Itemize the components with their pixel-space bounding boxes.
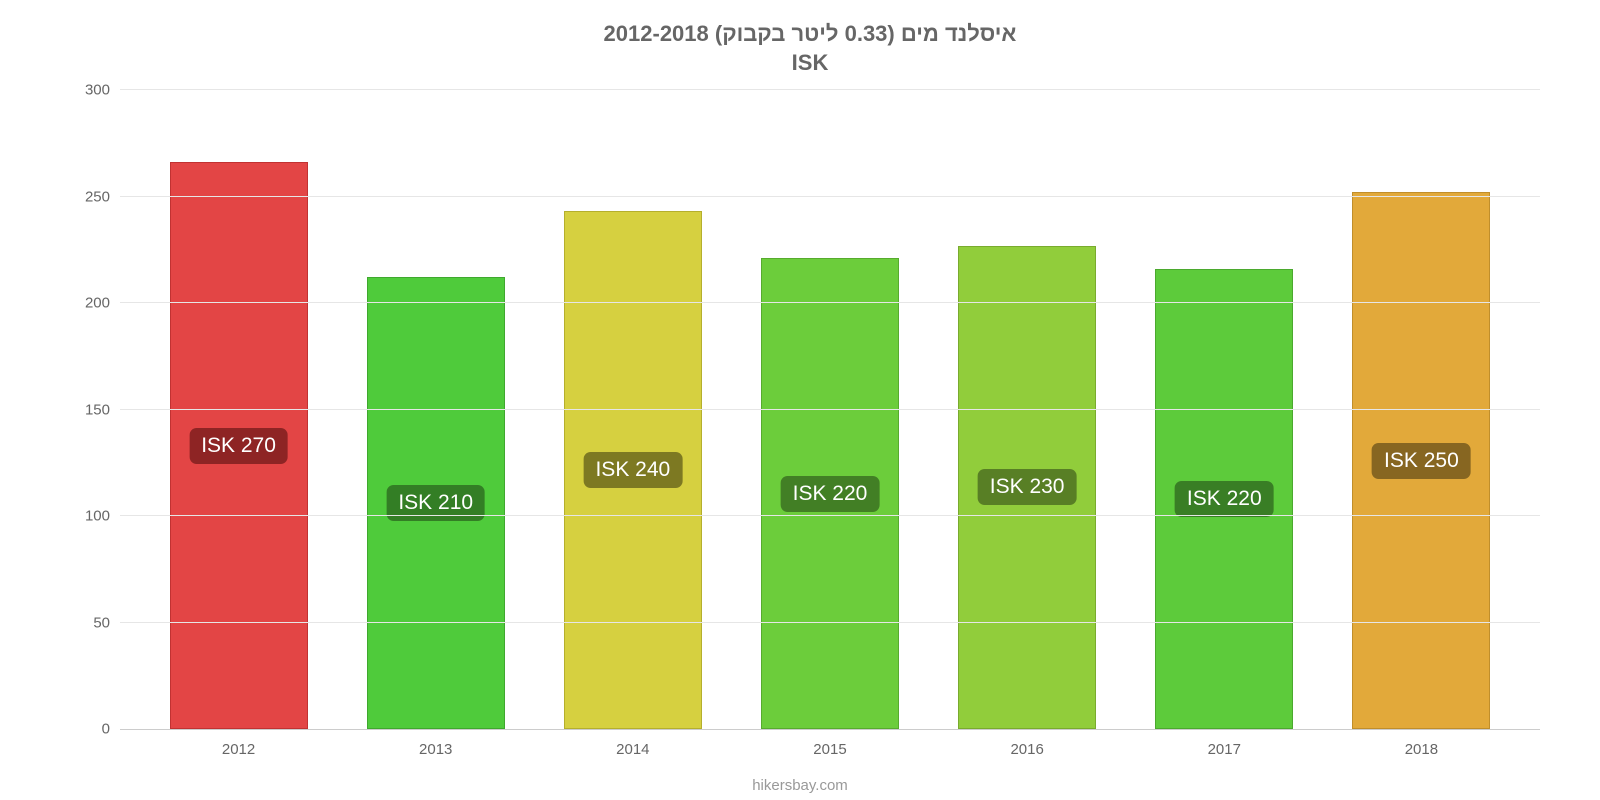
bar: ISK 250 [1352,192,1490,729]
bars-group: ISK 270 ISK 210 ISK 240 ISK 220 ISK 230 ISK 2… [120,90,1540,729]
bar: ISK 220 [1155,269,1293,729]
bar-slot: ISK 220 [1126,90,1323,729]
y-axis-label: 250 [65,188,110,205]
bar: ISK 270 [170,162,308,729]
value-badge: ISK 220 [781,476,880,512]
value-badge: ISK 220 [1175,481,1274,517]
x-axis-label: 2016 [929,741,1126,758]
x-axis-label: 2018 [1323,741,1520,758]
x-axis-label: 2017 [1126,741,1323,758]
y-axis-label: 300 [65,82,110,99]
grid-line [120,89,1540,90]
x-axis-label: 2015 [731,741,928,758]
bar: ISK 210 [367,277,505,729]
grid-line [120,409,1540,410]
grid-line [120,515,1540,516]
x-axis-labels: 2012201320142015201620172018 [120,729,1540,758]
bar-slot: ISK 230 [929,90,1126,729]
grid-line [120,196,1540,197]
chart-container: איסלנד מים (0.33 ליטר בקבוק) 2012-2018 I… [60,20,1560,765]
chart-title: איסלנד מים (0.33 ליטר בקבוק) 2012-2018 I… [60,20,1560,77]
grid-line [120,302,1540,303]
bar-slot: ISK 210 [337,90,534,729]
y-axis-label: 100 [65,508,110,525]
chart-title-line2: ISK [60,49,1560,78]
attribution-text: hikersbay.com [0,777,1600,794]
value-badge: ISK 230 [978,469,1077,505]
bar-slot: ISK 240 [534,90,731,729]
x-axis-label: 2012 [140,741,337,758]
value-badge: ISK 270 [189,428,288,464]
y-axis-label: 0 [65,721,110,738]
bar: ISK 230 [958,246,1096,730]
grid-line [120,622,1540,623]
bar: ISK 220 [761,258,899,729]
x-axis-label: 2014 [534,741,731,758]
bar-slot: ISK 220 [731,90,928,729]
y-axis-label: 150 [65,401,110,418]
y-axis-label: 50 [65,614,110,631]
value-badge: ISK 240 [583,452,682,488]
bar: ISK 240 [564,211,702,729]
x-axis-label: 2013 [337,741,534,758]
chart-title-line1: איסלנד מים (0.33 ליטר בקבוק) 2012-2018 [60,20,1560,49]
bar-slot: ISK 250 [1323,90,1520,729]
y-axis-label: 200 [65,295,110,312]
bar-slot: ISK 270 [140,90,337,729]
value-badge: ISK 250 [1372,443,1471,479]
plot-area: ISK 270 ISK 210 ISK 240 ISK 220 ISK 230 ISK 2… [120,90,1540,730]
